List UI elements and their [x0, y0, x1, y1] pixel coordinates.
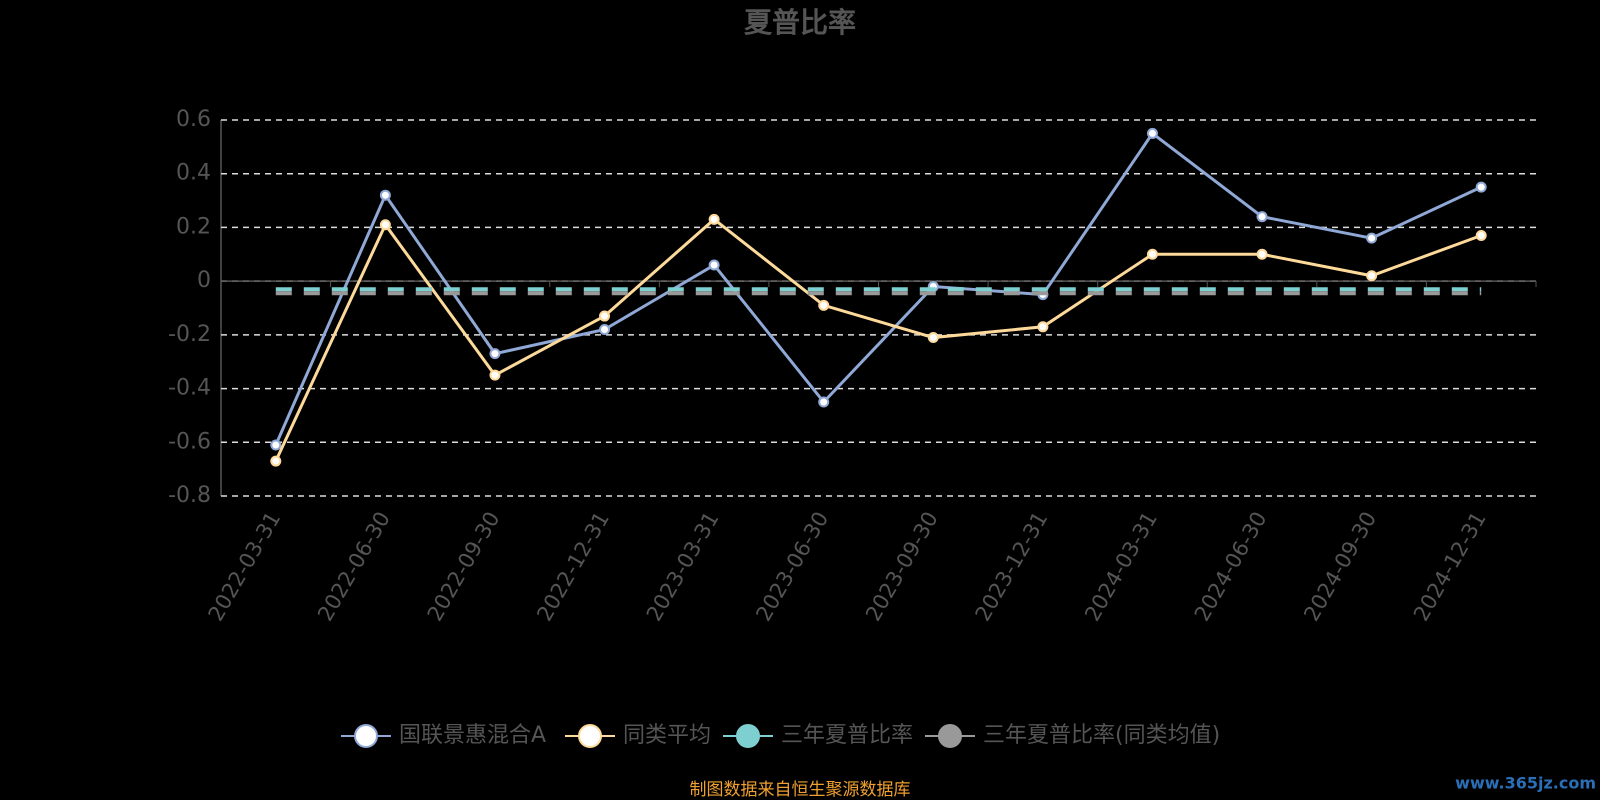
point	[927, 332, 939, 344]
legend-marker	[354, 724, 378, 748]
point	[708, 213, 720, 225]
series-line	[274, 217, 1482, 462]
point	[1475, 181, 1487, 193]
x-tick-label: 2022-12-31	[532, 508, 614, 626]
point	[1146, 248, 1158, 260]
point	[599, 323, 611, 335]
y-tick-label: -0.4	[168, 376, 211, 401]
point	[379, 189, 391, 201]
point	[489, 369, 501, 381]
point	[818, 396, 830, 408]
point	[1366, 270, 1378, 282]
chart-title: 夏普比率	[744, 6, 856, 39]
legend-marker	[736, 724, 760, 748]
legend-marker	[938, 724, 962, 748]
legend-label: 三年夏普比率	[781, 723, 913, 748]
y-tick-label: 0.4	[176, 161, 211, 186]
x-tick-label: 2024-06-30	[1190, 508, 1272, 626]
point	[270, 439, 282, 451]
legend-marker	[578, 724, 602, 748]
y-tick-label: -0.6	[168, 429, 211, 454]
point	[489, 348, 501, 360]
x-tick-label: 2023-06-30	[751, 508, 833, 626]
point	[1256, 248, 1268, 260]
y-tick-label: 0	[197, 268, 211, 293]
y-tick-label: 0.6	[176, 107, 211, 132]
point	[379, 219, 391, 231]
x-tick-label: 2023-12-31	[971, 508, 1053, 626]
point	[818, 299, 830, 311]
legend-label: 同类平均	[623, 723, 711, 748]
point	[1366, 232, 1378, 244]
point	[599, 310, 611, 322]
legend-label: 三年夏普比率(同类均值)	[983, 723, 1220, 748]
series-line	[274, 131, 1482, 446]
point	[708, 259, 720, 271]
x-tick-label: 2022-06-30	[313, 508, 395, 626]
x-tick-label: 2023-03-31	[642, 508, 724, 626]
x-tick-label: 2022-03-31	[204, 508, 286, 626]
point	[1146, 127, 1158, 139]
x-tick-label: 2024-03-31	[1080, 508, 1162, 626]
x-tick-label: 2023-09-30	[861, 508, 943, 626]
watermark: www.365jz.com	[1455, 774, 1596, 793]
legend-label: 国联景惠混合A	[399, 723, 546, 748]
point	[270, 455, 282, 467]
y-tick-label: 0.2	[176, 214, 211, 239]
point	[1475, 229, 1487, 241]
x-tick-label: 2024-12-31	[1409, 508, 1491, 626]
point	[1037, 321, 1049, 333]
point	[1256, 211, 1268, 223]
y-tick-label: -0.8	[168, 483, 211, 508]
x-tick-label: 2024-09-30	[1299, 508, 1381, 626]
x-tick-label: 2022-09-30	[423, 508, 505, 626]
y-tick-label: -0.2	[168, 322, 211, 347]
source-note: 制图数据来自恒生聚源数据库	[690, 780, 911, 800]
